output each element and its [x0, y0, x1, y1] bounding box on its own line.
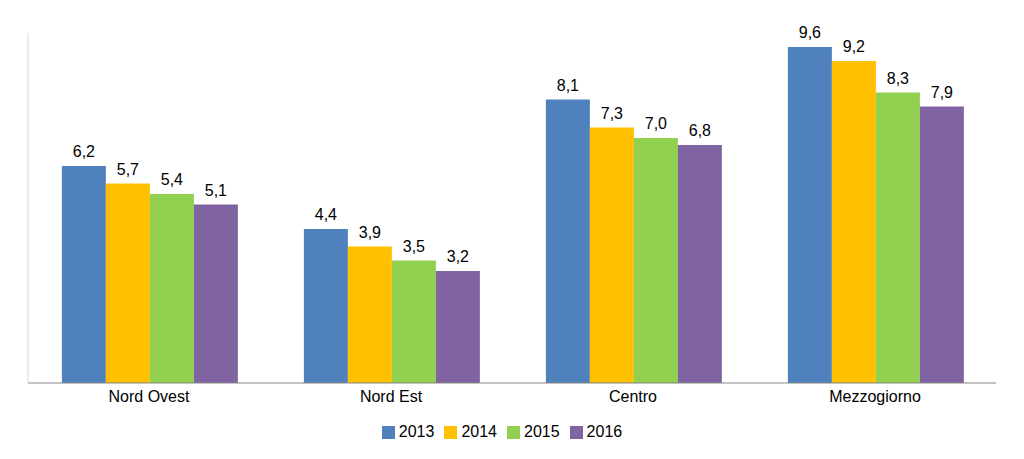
- svg-text:Mezzogiorno: Mezzogiorno: [829, 388, 921, 405]
- svg-text:3,5: 3,5: [403, 238, 425, 255]
- html-text:2016: 2016: [586, 423, 623, 440]
- svg-text:5,4: 5,4: [161, 171, 183, 188]
- svg-text:5,7: 5,7: [117, 161, 139, 178]
- svg-text:7,0: 7,0: [645, 115, 667, 132]
- svg-text:9,6: 9,6: [799, 24, 821, 41]
- svg-text:7,9: 7,9: [931, 84, 953, 101]
- svg-text:6,2: 6,2: [73, 143, 95, 160]
- svg-text:Centro: Centro: [609, 388, 657, 405]
- html-text:2014: 2014: [461, 423, 497, 440]
- svg-text:8,3: 8,3: [887, 70, 909, 87]
- html-text:2013: 2013: [398, 423, 435, 440]
- svg-text:7,3: 7,3: [601, 105, 623, 122]
- svg-text:3,9: 3,9: [359, 224, 381, 241]
- svg-text:4,4: 4,4: [315, 206, 337, 223]
- svg-text:9,2: 9,2: [843, 38, 865, 55]
- svg-text:5,1: 5,1: [205, 182, 227, 199]
- svg-text:Nord Ovest: Nord Ovest: [109, 388, 190, 405]
- svg-text:3,2: 3,2: [447, 248, 469, 265]
- svg-text:6,8: 6,8: [689, 122, 711, 139]
- svg-text:Nord Est: Nord Est: [360, 388, 423, 405]
- html-text:2015: 2015: [524, 423, 560, 440]
- svg-text:8,1: 8,1: [557, 77, 579, 94]
